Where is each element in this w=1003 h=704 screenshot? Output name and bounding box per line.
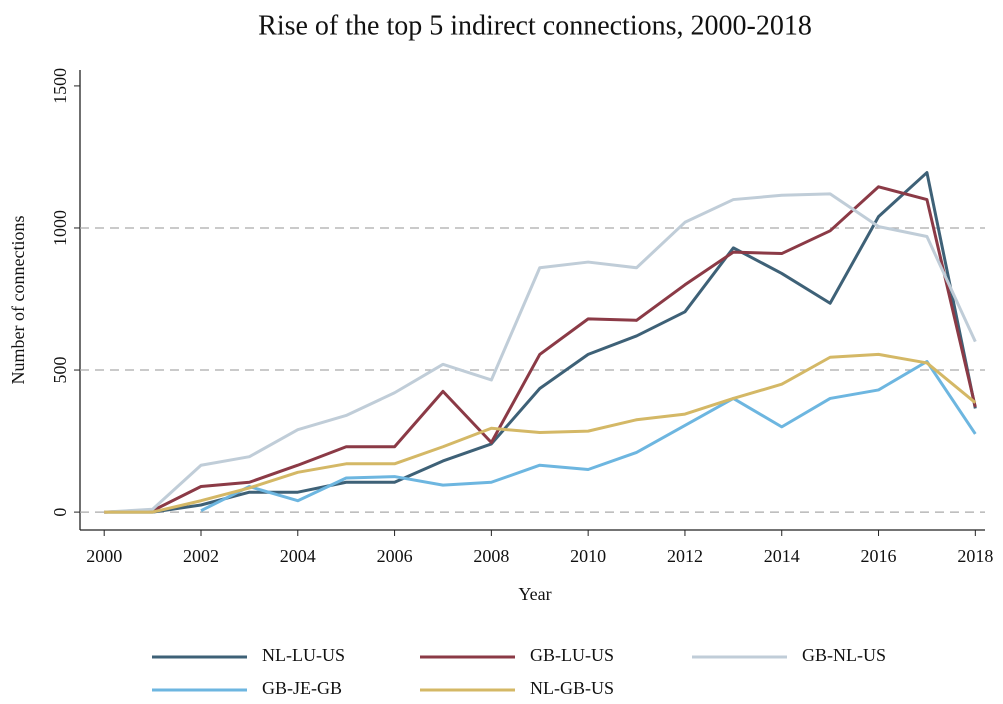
series-line	[104, 171, 977, 514]
series-line	[104, 192, 977, 514]
x-axis-label: Year	[518, 584, 551, 604]
chart-title: Rise of the top 5 indirect connections, …	[258, 10, 812, 41]
legend-label: GB-LU-US	[530, 645, 614, 665]
y-tick-label: 1500	[50, 68, 70, 104]
x-tick-label: 2004	[280, 546, 316, 566]
legend-label: NL-LU-US	[262, 645, 345, 665]
legend-label: GB-JE-GB	[262, 678, 342, 698]
y-tick-label: 1000	[50, 210, 70, 246]
legend-label: NL-GB-US	[530, 678, 614, 698]
series-line	[104, 352, 977, 514]
series-line	[104, 185, 977, 514]
x-tick-label: 2018	[957, 546, 993, 566]
x-tick-label: 2006	[377, 546, 413, 566]
x-tick-label: 2002	[183, 546, 219, 566]
x-tick-label: 2010	[570, 546, 606, 566]
x-tick-label: 2012	[667, 546, 703, 566]
series-line	[200, 360, 977, 513]
y-tick-label: 500	[50, 357, 70, 384]
y-axis-label: Number of connections	[8, 216, 28, 385]
x-tick-label: 2000	[86, 546, 122, 566]
x-tick-label: 2016	[861, 546, 897, 566]
legend-label: GB-NL-US	[802, 645, 886, 665]
x-tick-label: 2014	[764, 546, 800, 566]
x-tick-label: 2008	[473, 546, 509, 566]
y-tick-label: 0	[50, 508, 70, 517]
